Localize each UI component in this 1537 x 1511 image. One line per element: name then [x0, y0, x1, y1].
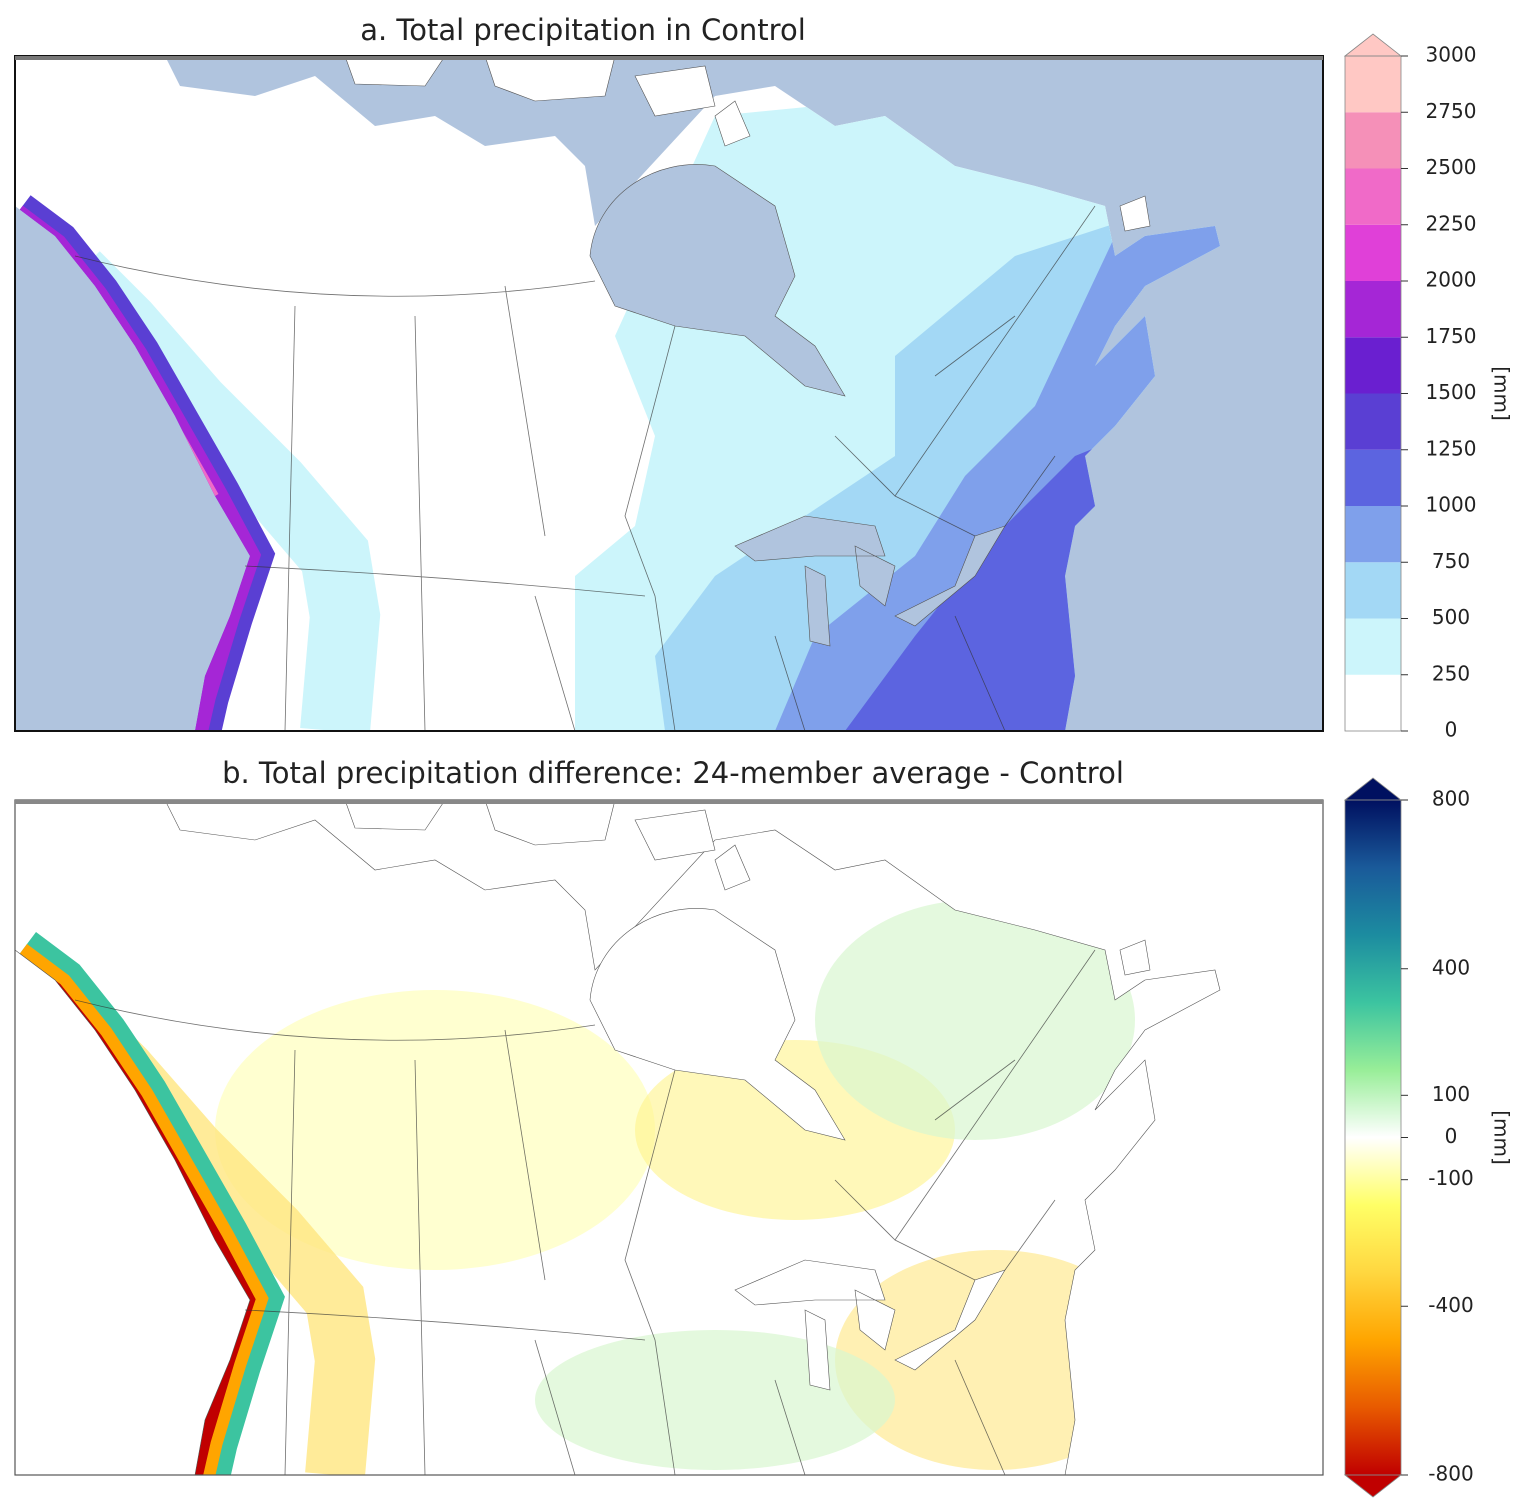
colorbar-bin [1345, 449, 1401, 506]
colorbar-extension [1343, 777, 1403, 801]
colorbar-tick-label: 2250 [1426, 211, 1477, 235]
colorbar-bin [1345, 224, 1401, 281]
colorbar-tick-label: 100 [1432, 1082, 1470, 1106]
colorbar-tick-label: 2750 [1426, 99, 1477, 123]
colorbar-tick-label: 1000 [1426, 493, 1477, 517]
colorbar-extension [1343, 33, 1403, 57]
colorbar-tick-label: 3000 [1426, 43, 1477, 67]
zone [215, 990, 655, 1270]
colorbar-bin [1345, 618, 1401, 675]
colorbar-tick-label: 750 [1432, 549, 1470, 573]
colorbar-bin [1345, 168, 1401, 225]
colorbar-tick-label: 500 [1432, 605, 1470, 629]
panel-title: a. Total precipitation in Control [360, 13, 806, 47]
zone [815, 900, 1135, 1140]
frame-top [15, 56, 1323, 60]
colorbar-tick-label: 1500 [1426, 380, 1477, 404]
panel-title: b. Total precipitation difference: 24-me… [222, 756, 1124, 790]
colorbar-body [1345, 800, 1401, 1475]
colorbar-tick-label: 0 [1445, 718, 1458, 742]
colorbar-bin [1345, 393, 1401, 450]
colorbar-bin [1345, 56, 1401, 113]
colorbar-bin [1345, 674, 1401, 731]
colorbar-tick-label: -800 [1428, 1462, 1473, 1486]
colorbar-tick-label: 2500 [1426, 155, 1477, 179]
colorbar-tick-label: -100 [1428, 1166, 1473, 1190]
colorbar-tick-label: -400 [1428, 1293, 1473, 1317]
colorbar-bin [1345, 337, 1401, 394]
colorbar-bin [1345, 562, 1401, 619]
colorbar-bin [1345, 112, 1401, 169]
colorbar-bin [1345, 281, 1401, 338]
colorbar-label: [mm] [1490, 366, 1514, 421]
colorbar-label: [mm] [1490, 1110, 1514, 1165]
colorbar-tick-label: 2000 [1426, 268, 1477, 292]
colorbar-tick-label: 800 [1432, 787, 1470, 811]
colorbar-extension [1343, 1474, 1403, 1498]
zone [535, 1330, 895, 1470]
colorbar-bin [1345, 506, 1401, 563]
colorbar-tick-label: 1750 [1426, 324, 1477, 348]
map-b [14, 799, 1324, 1476]
colorbar-tick-label: 1250 [1426, 436, 1477, 460]
colorbar-tick-label: 400 [1432, 955, 1470, 979]
colorbar-tick-label: 0 [1445, 1124, 1458, 1148]
map-a [14, 55, 1324, 732]
colorbar-tick-label: 250 [1432, 661, 1470, 685]
frame-top [15, 800, 1323, 804]
